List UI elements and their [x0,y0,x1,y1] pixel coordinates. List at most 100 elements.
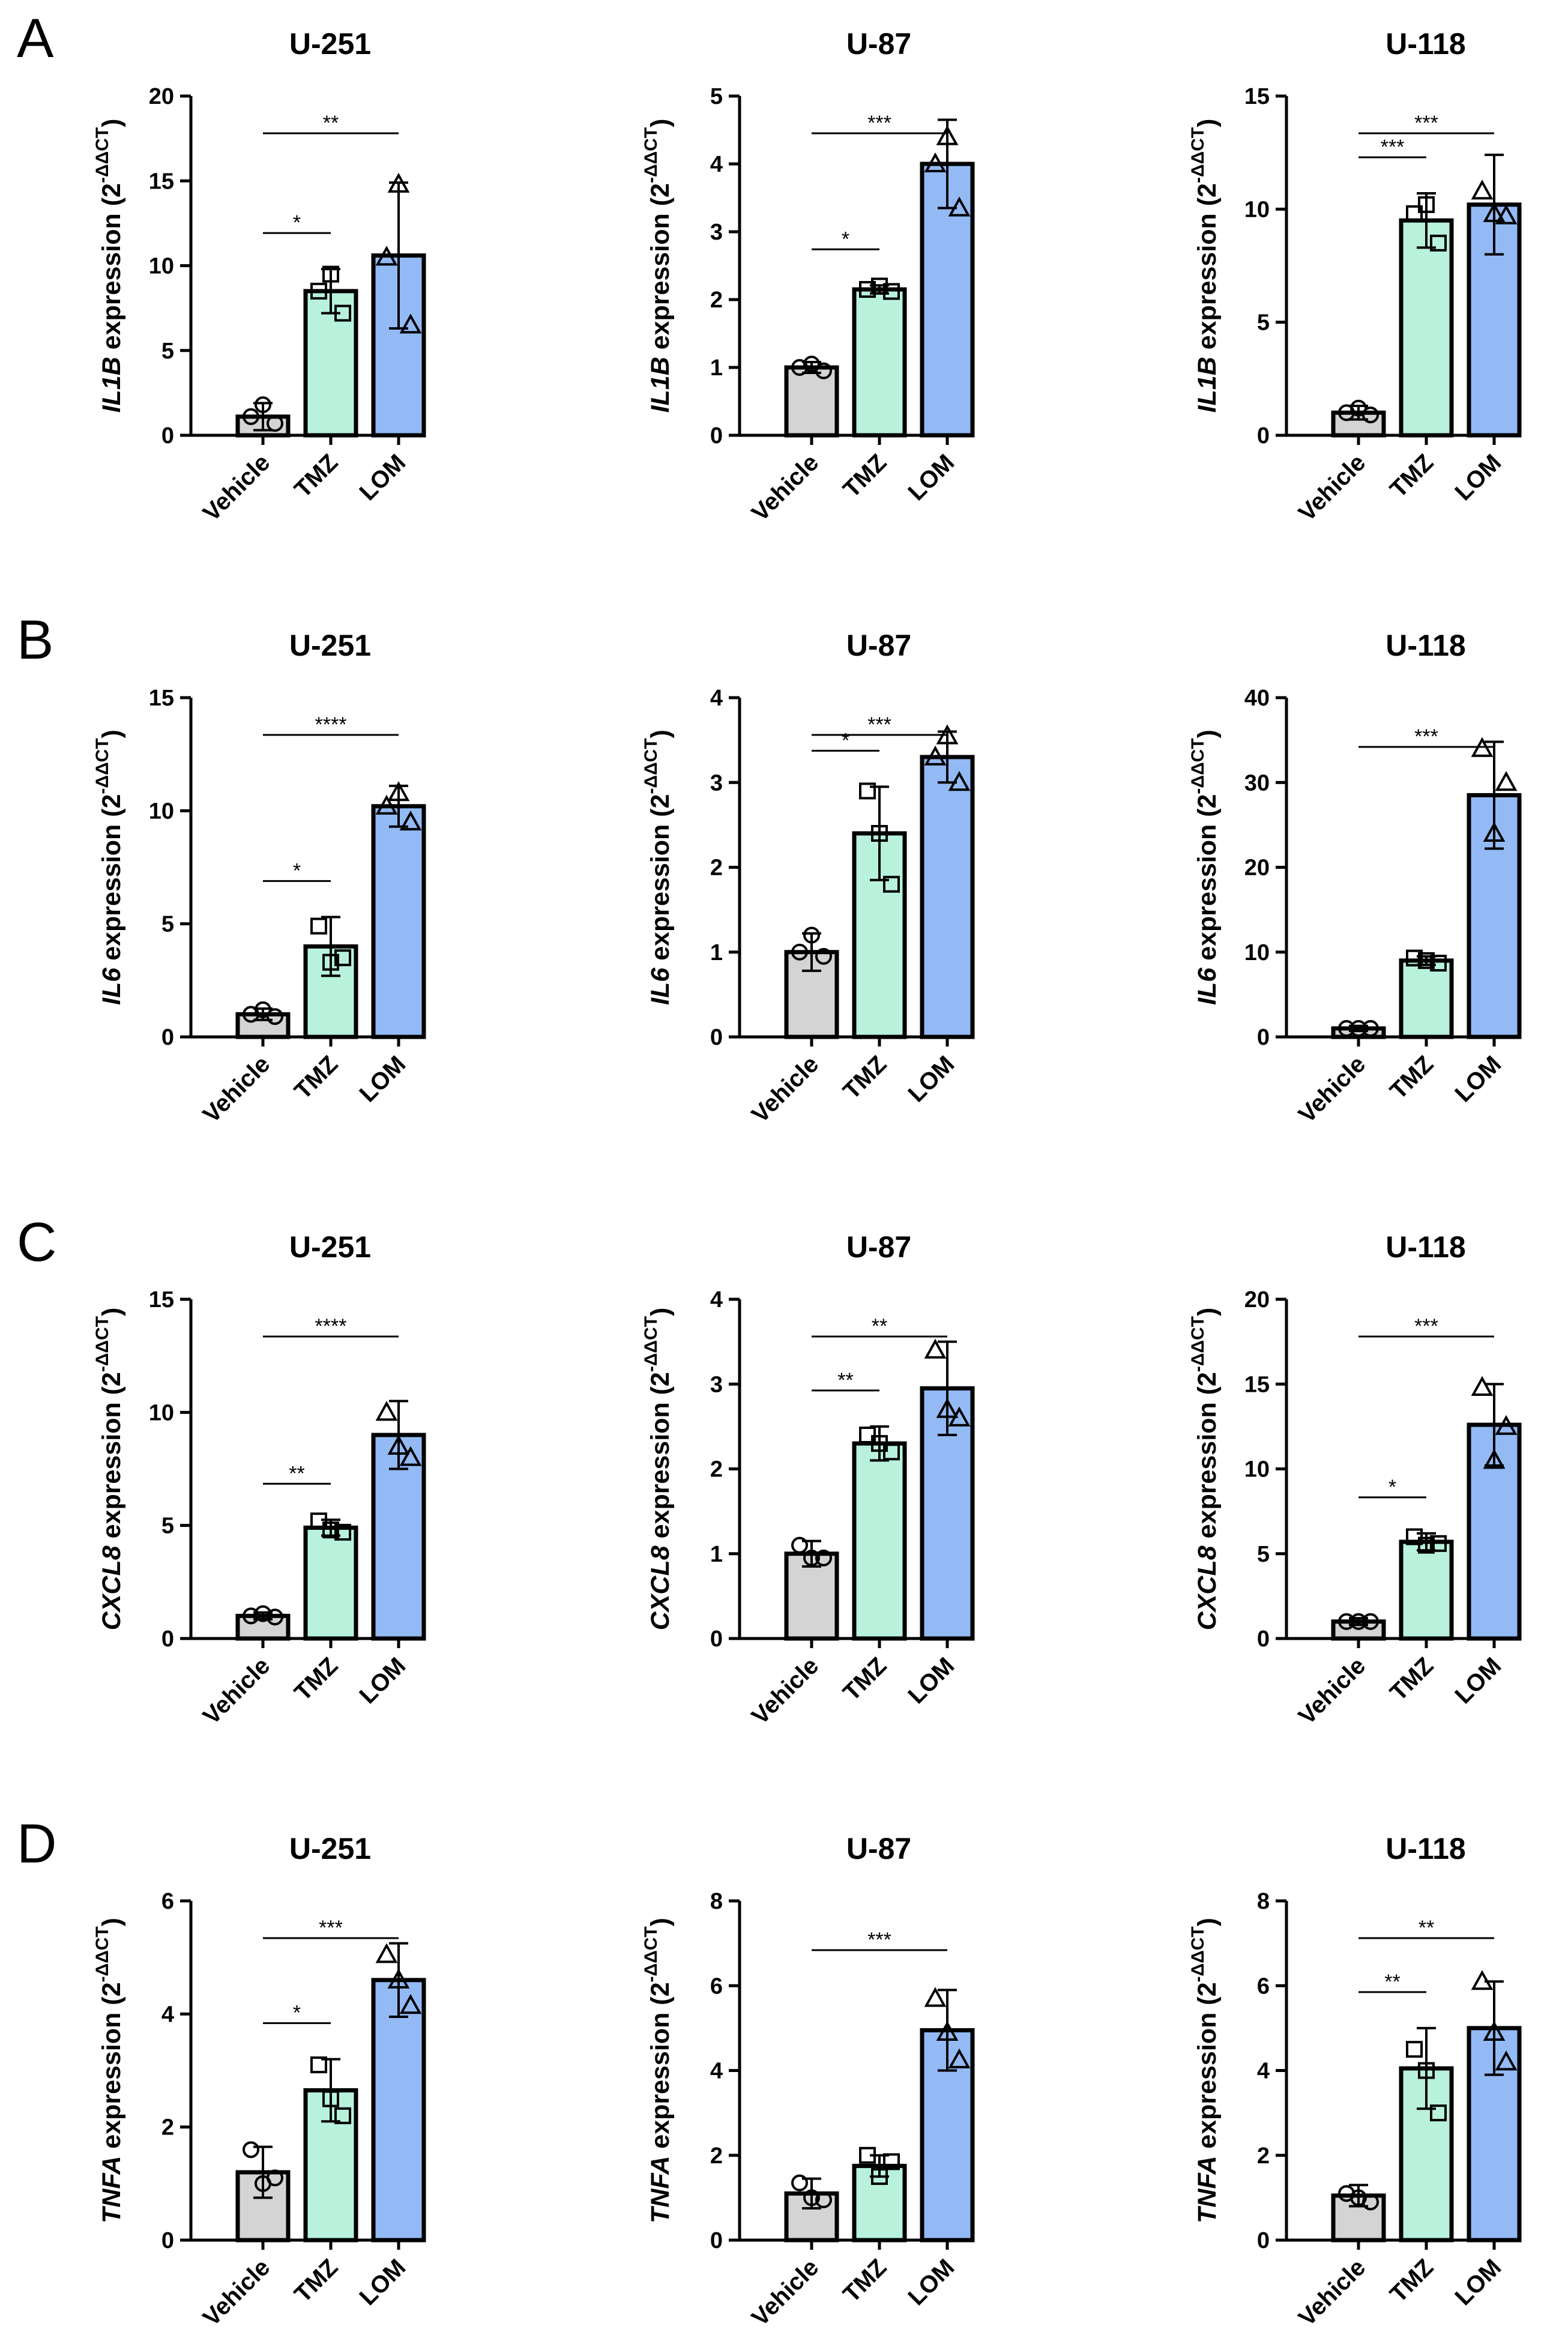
y-tick-label: 4 [1257,2059,1270,2084]
data-point-lom [1483,202,1506,222]
x-label-vehicle: Vehicle [1294,1051,1371,1128]
data-point-lom [399,811,422,831]
y-axis-label-text: expression (2 [97,183,126,357]
y-axis-label-close: ) [97,1308,126,1316]
data-point-vehicle [1362,406,1379,424]
bar-lom [371,804,426,1039]
x-label-tmz: TMZ [838,449,891,503]
data-point-vehicle [791,1536,808,1554]
bar-tmz [852,2163,907,2243]
y-tick-label: 6 [710,1974,723,1999]
y-tick-label: 20 [1244,856,1270,881]
y-tick-label: 15 [1244,1372,1270,1397]
x-label-tmz: TMZ [1385,1652,1438,1706]
y-axis-label-superscript: -ΔΔCT [641,738,661,794]
y-axis-label-close: ) [1193,1918,1222,1926]
y-axis-label-text: expression (2 [97,1982,126,2155]
x-label-vehicle: Vehicle [198,449,276,527]
data-point-tmz [1430,234,1447,252]
chart-b-u-251: U-251 0 5 10 15 IL6 expression (2-ΔΔCT) Vehicl… [92,629,426,1128]
y-axis-label-close: ) [1193,119,1222,127]
x-label-vehicle: Vehicle [747,449,824,527]
y-tick-label: 5 [710,84,723,109]
data-point-tmz [1418,952,1435,969]
data-point-tmz [310,1512,327,1530]
bar-tmz [303,1525,358,1641]
data-point-vehicle [815,362,832,379]
significance-label: *** [1414,725,1438,748]
y-axis-label-text: expression (2 [1193,183,1222,357]
y-axis-label: CXCL8 expression (2-ΔΔCT) [641,1308,675,1631]
data-point-lom [1483,2020,1506,2041]
data-point-vehicle [267,1008,283,1026]
data-point-lom [1483,821,1506,842]
y-tick-label: 0 [710,1627,723,1652]
data-point-lom [924,1987,947,2007]
chart-title: U-87 [846,629,911,662]
bar-vehicle [784,365,839,438]
y-tick-label: 4 [710,1287,723,1312]
y-axis-label-superscript: -ΔΔCT [1188,1926,1208,1982]
x-label-lom: LOM [903,2254,959,2310]
bar-lom [920,755,975,1039]
x-label-vehicle: Vehicle [747,2254,824,2331]
bar-tmz [852,1441,907,1641]
y-axis-label-text: expression (2 [646,1982,675,2155]
data-point-lom [399,313,422,334]
data-point-lom [375,794,398,815]
y-axis-label-close: ) [646,1308,675,1316]
data-point-lom [375,246,398,266]
data-point-tmz [871,2168,888,2185]
data-point-lom [948,771,971,791]
data-point-vehicle [255,1605,271,1622]
y-tick-label: 0 [710,423,723,449]
data-point-tmz [1430,2104,1447,2122]
data-point-lom [387,1968,410,1989]
y-tick-label: 20 [1244,1287,1270,1312]
y-tick-label: 5 [1257,1542,1270,1567]
y-tick-label: 2 [710,2143,723,2169]
data-point-tmz [883,875,900,893]
x-label-tmz: TMZ [838,2254,891,2307]
bar-tmz [1399,958,1454,1039]
y-axis-label-close: ) [1193,729,1222,738]
data-point-vehicle [803,926,820,944]
y-axis-gene: CXCL8 [646,1545,675,1630]
data-point-tmz [1430,1535,1447,1552]
data-point-tmz [883,283,900,300]
x-label-vehicle: Vehicle [747,1051,824,1128]
y-axis-label-superscript: -ΔΔCT [92,1926,112,1982]
data-point-vehicle [267,415,283,432]
y-tick-label: 15 [1244,84,1270,109]
data-point-lom [387,172,410,193]
data-point-tmz [1406,1528,1423,1545]
significance-label: **** [315,713,347,736]
data-point-tmz [322,1521,339,1539]
y-tick-label: 4 [710,2059,723,2084]
y-tick-label: 2 [710,856,723,881]
y-axis-gene: IL6 [1193,967,1222,1005]
y-tick-label: 0 [1257,1627,1270,1652]
data-point-lom [936,2020,959,2041]
y-tick-label: 2 [161,2115,174,2140]
data-point-tmz [1418,1536,1435,1554]
data-point-vehicle [1362,2193,1379,2211]
data-point-vehicle [791,359,808,376]
y-tick-label: 15 [149,169,174,194]
x-label-tmz: TMZ [838,1652,891,1706]
y-axis-label-text: expression (2 [646,183,675,357]
significance-label: ** [1384,1971,1400,1993]
chart-title: U-118 [1386,1230,1465,1264]
data-point-tmz [310,2056,327,2074]
y-tick-label: 4 [710,152,723,177]
y-tick-label: 0 [1257,1025,1270,1050]
y-tick-label: 15 [149,1287,174,1312]
x-label-tmz: TMZ [1385,449,1438,503]
data-point-vehicle [255,396,271,414]
data-point-vehicle [815,1549,832,1566]
y-tick-label: 10 [1244,940,1270,965]
y-axis-label-text: expression (2 [97,794,126,968]
data-point-vehicle [1362,1613,1379,1630]
y-tick-label: 0 [710,2228,723,2253]
